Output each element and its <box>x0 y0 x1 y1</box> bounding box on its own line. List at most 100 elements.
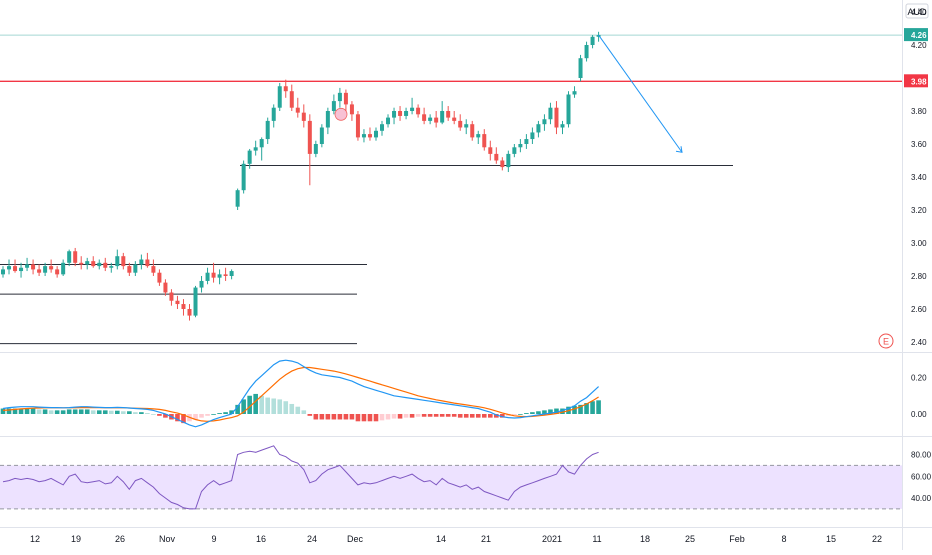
candle-body <box>590 36 595 45</box>
macd-histogram-bar <box>54 410 60 414</box>
candle-body <box>398 111 403 116</box>
price-tick-label: 4.20 <box>911 41 927 50</box>
time-tick-label: Dec <box>347 534 364 544</box>
macd-histogram-bar <box>385 414 391 420</box>
candle-body <box>7 266 12 270</box>
last-price-badge <box>904 28 928 42</box>
macd-histogram-bar <box>415 414 421 417</box>
macd-histogram-bar <box>36 409 42 414</box>
candle-body <box>253 147 258 151</box>
price-tick-label: 3.80 <box>911 107 927 116</box>
macd-histogram-bar <box>18 408 24 414</box>
candle-body <box>458 120 463 128</box>
candle-body <box>536 124 541 133</box>
macd-histogram-bar <box>391 414 397 419</box>
time-tick-label: 9 <box>211 534 216 544</box>
macd-histogram-bar <box>500 414 505 418</box>
macd-line <box>2 359 600 428</box>
time-tick-label: 14 <box>436 534 446 544</box>
time-tick-label: 18 <box>640 534 650 544</box>
candle-body <box>211 272 216 278</box>
candle-body <box>1 269 5 275</box>
candle-body <box>355 114 360 138</box>
macd-histogram-bar <box>313 414 319 420</box>
macd-histogram-bar <box>433 414 439 417</box>
arrow-head <box>675 146 683 153</box>
price-tick-label: 2.40 <box>911 338 927 347</box>
candle-body <box>578 58 583 78</box>
macd-histogram-bar <box>30 408 36 414</box>
macd-histogram-bar <box>319 414 325 420</box>
macd-histogram-bar <box>157 414 162 416</box>
horizontal-lines <box>0 34 902 345</box>
earnings-marker <box>878 333 894 349</box>
price-tick-label: 2.80 <box>911 272 927 281</box>
candle-body <box>446 111 451 118</box>
candle-body <box>422 114 427 121</box>
macd-histogram-bar <box>445 414 451 417</box>
candle-body <box>518 144 523 148</box>
candle-body <box>19 267 24 272</box>
candle-body <box>331 101 336 111</box>
macd-histogram-bar <box>12 408 18 414</box>
macd-histogram-bar <box>66 409 72 414</box>
macd-histogram-bar <box>590 401 595 414</box>
candle-body <box>85 261 90 265</box>
candle-body <box>187 309 192 316</box>
macd-histogram-bar <box>229 410 234 414</box>
candle-body <box>205 272 210 281</box>
macd-histogram-bar <box>24 408 30 414</box>
candle-body <box>452 117 457 121</box>
macd-histogram-bar <box>193 414 198 420</box>
macd-tick-label: 0.00 <box>911 410 927 419</box>
candle-body <box>271 107 276 121</box>
price-tick-label: 3.40 <box>911 173 927 182</box>
candle-body <box>31 264 36 270</box>
currency-label: AUD <box>907 7 927 17</box>
macd-histogram-bar <box>518 414 523 415</box>
macd-histogram-bar <box>439 414 445 417</box>
candle-body <box>265 120 270 140</box>
macd-histogram-bar <box>524 413 529 414</box>
candle-body <box>37 269 42 273</box>
candle-body <box>151 266 156 273</box>
candle-body <box>127 266 132 273</box>
candle-body <box>470 124 475 138</box>
macd-tick-label: 0.20 <box>911 374 927 383</box>
candle-body <box>584 45 589 59</box>
macd-histogram-bar <box>205 414 210 416</box>
macd-histogram-bar <box>373 414 379 422</box>
rsi-band-fill <box>0 465 902 509</box>
candle-body <box>241 163 246 191</box>
earnings-marker-label: E <box>883 337 889 347</box>
resistance-price-badge <box>904 74 928 88</box>
candle-body <box>133 264 138 273</box>
macd-histogram-bar <box>78 409 84 414</box>
macd-histogram-bar <box>60 410 66 414</box>
price-tick-label: 3.00 <box>911 239 927 248</box>
time-tick-label: Feb <box>729 534 745 544</box>
macd-histogram-bar <box>199 414 204 418</box>
macd-histogram-bar <box>379 414 385 421</box>
macd-histogram-bar <box>487 414 493 418</box>
candle-body <box>482 134 487 148</box>
candle-body <box>115 256 120 267</box>
macd-histogram-bar <box>265 397 271 414</box>
candle-body <box>494 153 499 161</box>
candle-body <box>349 104 354 115</box>
macd-histogram-bar <box>42 409 48 414</box>
macd-histogram-bar <box>102 410 108 414</box>
time-tick-label: 16 <box>256 534 266 544</box>
candle-body <box>386 117 391 125</box>
macd-histogram-bar <box>217 413 222 414</box>
macd-histogram-bar <box>241 399 246 414</box>
candle-body <box>464 124 469 128</box>
candle-body <box>428 117 433 121</box>
candle-body <box>229 271 234 276</box>
candle-body <box>542 119 547 125</box>
macd-histogram-bar <box>96 410 102 414</box>
candle-body <box>404 111 409 116</box>
macd-histogram-bar <box>271 398 277 414</box>
